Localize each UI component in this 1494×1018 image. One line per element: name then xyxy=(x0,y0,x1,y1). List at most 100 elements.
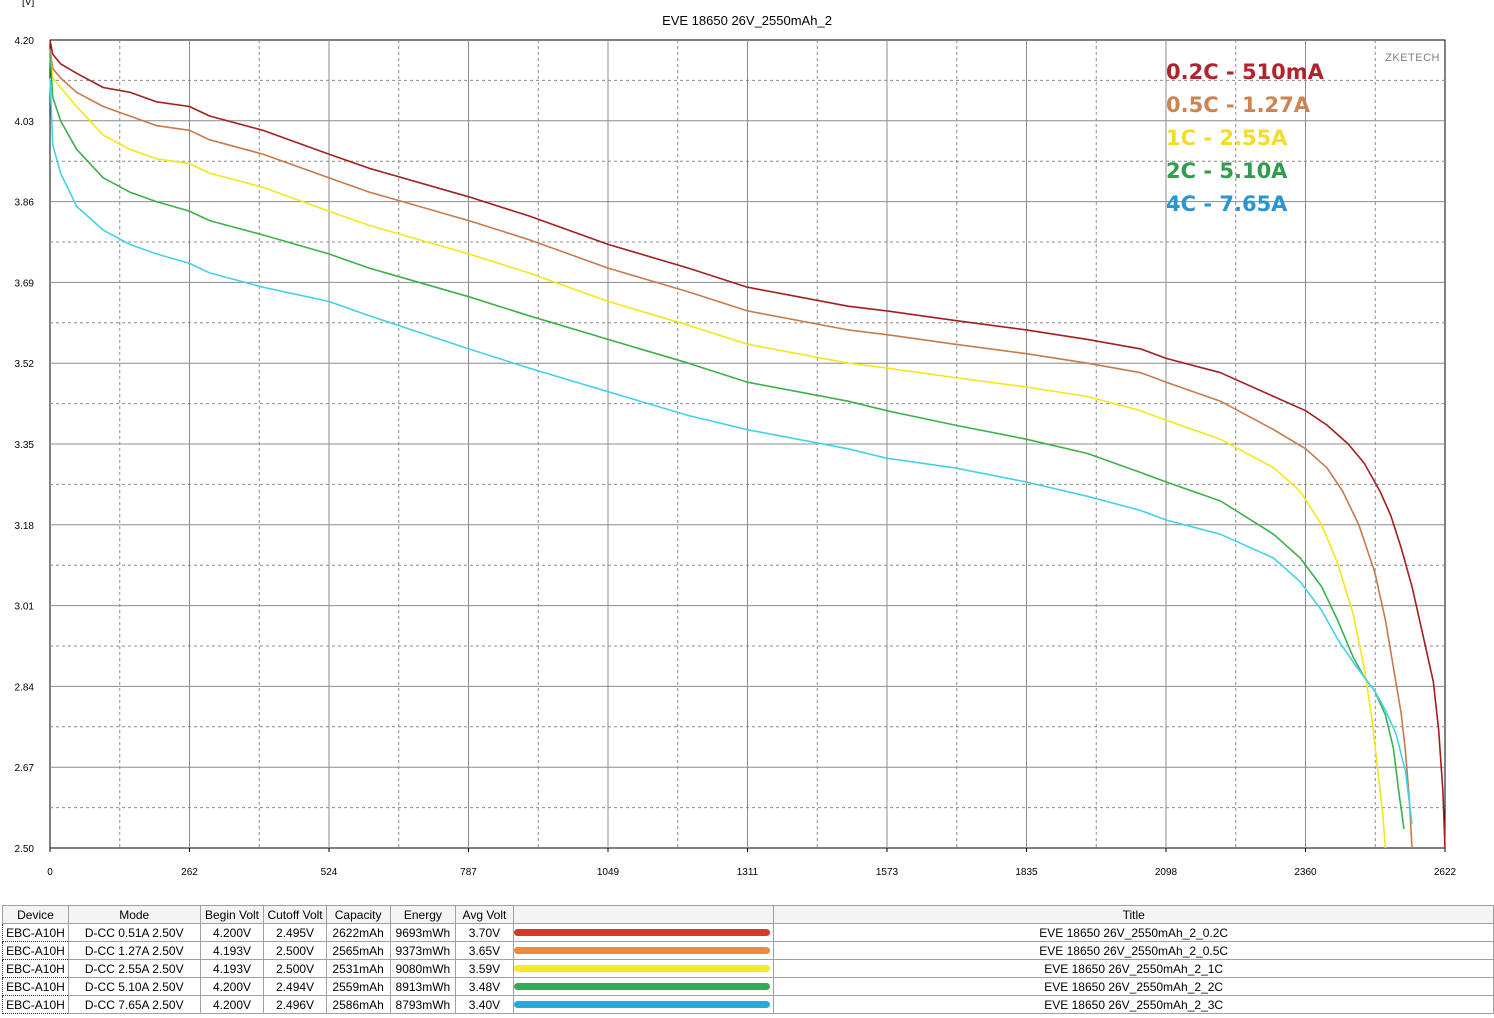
cell-cutoff-volt: 2.500V xyxy=(263,941,327,960)
cell-device: EBC-A10H xyxy=(2,923,69,942)
cell-device: EBC-A10H xyxy=(2,941,69,960)
legend-entry-0: 0.2C - 510mA xyxy=(1166,60,1325,84)
x-tick-label: 262 xyxy=(181,867,198,878)
y-tick-label: 4.20 xyxy=(15,36,35,47)
watermark-text: ZKETECH xyxy=(1385,52,1440,64)
x-tick-label: 1049 xyxy=(597,867,620,878)
cell-avg-volt: 3.65V xyxy=(455,941,514,960)
cell-title: EVE 18650 26V_2550mAh_2_0.2C xyxy=(773,923,1494,942)
series-line-0 xyxy=(49,39,1446,849)
header-mode: Mode xyxy=(67,905,201,924)
cell-avg-volt: 3.40V xyxy=(455,995,514,1014)
cell-cutoff-volt: 2.494V xyxy=(263,977,327,996)
header-color xyxy=(512,905,775,924)
x-tick-label: 1311 xyxy=(737,867,759,878)
x-tick-label: 2360 xyxy=(1294,867,1317,878)
cell-cutoff-volt: 2.496V xyxy=(263,995,327,1014)
cell-device: EBC-A10H xyxy=(2,995,69,1014)
legend-entry-3: 2C - 5.10A xyxy=(1166,159,1288,183)
cell-energy: 9373mWh xyxy=(389,941,457,960)
y-tick-label: 3.35 xyxy=(15,440,35,451)
cell-capacity: 2531mAh xyxy=(325,959,391,978)
cell-begin-volt: 4.193V xyxy=(199,941,265,960)
table-row[interactable]: EBC-A10H D-CC 1.27A 2.50V 4.193V 2.500V 2565… xyxy=(2,941,1494,960)
x-tick-label: 2098 xyxy=(1155,867,1178,878)
y-tick-label: 3.86 xyxy=(15,198,35,209)
cell-mode: D-CC 5.10A 2.50V xyxy=(67,977,201,996)
header-energy: Energy xyxy=(389,905,457,924)
cell-begin-volt: 4.193V xyxy=(199,959,265,978)
legend-entry-1: 0.5C - 1.27A xyxy=(1166,93,1311,117)
cell-device: EBC-A10H xyxy=(2,977,69,996)
cell-energy: 9080mWh xyxy=(389,959,457,978)
x-tick-label: 0 xyxy=(47,867,53,878)
y-tick-label: 3.52 xyxy=(15,359,35,370)
cell-avg-volt: 3.48V xyxy=(455,977,514,996)
x-tick-label: 787 xyxy=(460,867,477,878)
chart-svg: 0 262 524 787 1049 1311 1573 1835 2098 2360 2622 2.… xyxy=(15,0,1457,878)
discharge-chart: 0 262 524 787 1049 1311 1573 1835 2098 2360 2622 2.… xyxy=(15,0,1457,878)
cell-title: EVE 18650 26V_2550mAh_2_3C xyxy=(773,995,1494,1014)
cell-mode: D-CC 7.65A 2.50V xyxy=(67,995,201,1014)
header-device: Device xyxy=(2,905,69,924)
header-title: Title xyxy=(773,905,1494,924)
cell-energy: 8913mWh xyxy=(389,977,457,996)
header-begin-volt: Begin Volt xyxy=(199,905,265,924)
cell-color-swatch xyxy=(512,995,775,1014)
table-row[interactable]: EBC-A10H D-CC 2.55A 2.50V 4.193V 2.500V 2531… xyxy=(2,959,1494,978)
cell-begin-volt: 4.200V xyxy=(199,923,265,942)
cell-cutoff-volt: 2.495V xyxy=(263,923,327,942)
series-line-2 xyxy=(49,54,1387,849)
table-row[interactable]: EBC-A10H D-CC 7.65A 2.50V 4.200V 2.496V 2586… xyxy=(2,995,1494,1014)
series-color-bar xyxy=(514,1001,770,1008)
cell-capacity: 2622mAh xyxy=(325,923,391,942)
cell-avg-volt: 3.70V xyxy=(455,923,514,942)
cell-cutoff-volt: 2.500V xyxy=(263,959,327,978)
x-tick-label: 524 xyxy=(321,867,338,878)
cell-capacity: 2559mAh xyxy=(325,977,391,996)
legend-entry-2: 1C - 2.55A xyxy=(1166,126,1288,150)
cell-mode: D-CC 0.51A 2.50V xyxy=(67,923,201,942)
table-row[interactable]: EBC-A10H D-CC 5.10A 2.50V 4.200V 2.494V 2559… xyxy=(2,977,1494,996)
cell-color-swatch xyxy=(512,941,775,960)
chart-title: EVE 18650 26V_2550mAh_2 xyxy=(662,13,832,28)
table-body: EBC-A10H D-CC 0.51A 2.50V 4.200V 2.495V 2622… xyxy=(2,923,1494,1014)
cell-begin-volt: 4.200V xyxy=(199,977,265,996)
series-color-bar xyxy=(514,947,770,954)
legend-entry-4: 4C - 7.65A xyxy=(1166,192,1288,216)
cell-energy: 9693mWh xyxy=(389,923,457,942)
y-tick-label: 2.50 xyxy=(15,844,35,855)
series-line-1 xyxy=(49,49,1413,849)
series-line-4 xyxy=(49,77,1413,825)
cell-mode: D-CC 1.27A 2.50V xyxy=(67,941,201,960)
cell-color-swatch xyxy=(512,959,775,978)
cell-energy: 8793mWh xyxy=(389,995,457,1014)
cell-avg-volt: 3.59V xyxy=(455,959,514,978)
y-tick-label: 2.67 xyxy=(15,763,35,774)
table-header-row: Device Mode Begin Volt Cutoff Volt Capac… xyxy=(2,905,1494,924)
cell-mode: D-CC 2.55A 2.50V xyxy=(67,959,201,978)
cell-color-swatch xyxy=(512,923,775,942)
y-tick-label: 2.84 xyxy=(15,682,35,693)
y-tick-label: 3.69 xyxy=(15,278,35,289)
cell-title: EVE 18650 26V_2550mAh_2_2C xyxy=(773,977,1494,996)
header-capacity: Capacity xyxy=(325,905,391,924)
cell-color-swatch xyxy=(512,977,775,996)
y-tick-label: 3.01 xyxy=(15,602,35,613)
cell-capacity: 2586mAh xyxy=(325,995,391,1014)
cell-begin-volt: 4.200V xyxy=(199,995,265,1014)
cell-title: EVE 18650 26V_2550mAh_2_1C xyxy=(773,959,1494,978)
y-tick-label: 3.18 xyxy=(15,521,35,532)
test-results-table: Device Mode Begin Volt Cutoff Volt Capac… xyxy=(2,905,1494,1014)
series-color-bar xyxy=(514,929,770,936)
y-tick-label: 4.03 xyxy=(15,117,35,128)
x-tick-label: 1835 xyxy=(1015,867,1038,878)
header-avg-volt: Avg Volt xyxy=(455,905,514,924)
x-tick-label: 1573 xyxy=(876,867,899,878)
x-tick-label: 2622 xyxy=(1434,867,1457,878)
table-row[interactable]: EBC-A10H D-CC 0.51A 2.50V 4.200V 2.495V 2622… xyxy=(2,923,1494,942)
cell-capacity: 2565mAh xyxy=(325,941,391,960)
header-cutoff-volt: Cutoff Volt xyxy=(263,905,327,924)
series-line-3 xyxy=(49,54,1405,830)
y-axis-label: [V] xyxy=(22,0,34,8)
